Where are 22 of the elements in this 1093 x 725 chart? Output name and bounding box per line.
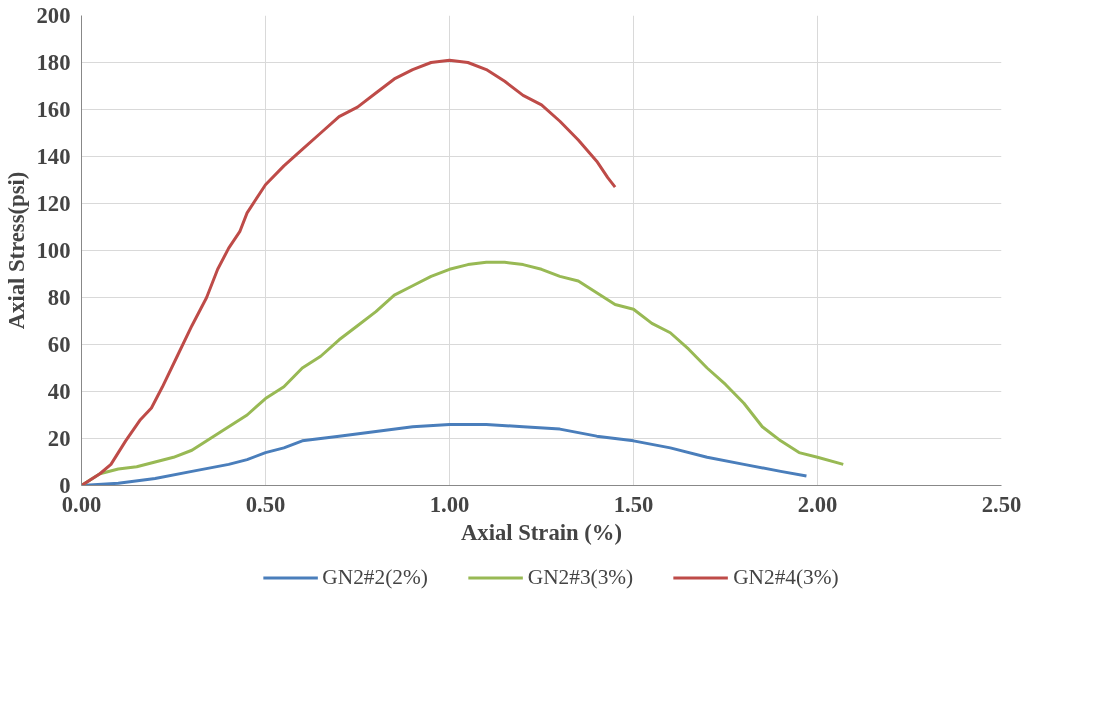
- line-series: [81, 58, 617, 486]
- x-axis-title: Axial Strain (%): [460, 519, 623, 545]
- y-tick-label: 200: [36, 3, 71, 28]
- y-tick-label: 60: [47, 332, 71, 357]
- x-tick-label: 2.50: [981, 491, 1022, 517]
- x-tick-label: 1.00: [429, 491, 470, 517]
- y-tick-label: 120: [36, 191, 71, 216]
- legend-label: GN2#4(3%): [733, 564, 839, 590]
- y-tick-label: 180: [36, 50, 71, 75]
- y-tick-label: 100: [36, 238, 71, 263]
- y-axis-title: Axial Stress(psi): [3, 171, 29, 330]
- y-tick-label: 80: [47, 285, 71, 310]
- x-tick-label: 0.50: [245, 491, 286, 517]
- y-tick-label: 160: [36, 97, 71, 122]
- y-tick-label: 20: [47, 426, 71, 451]
- y-tick-label: 140: [36, 144, 71, 169]
- legend-label: GN2#3(3%): [527, 564, 634, 590]
- y-tick-label: 0: [59, 473, 71, 498]
- x-tick-label: 2.00: [797, 491, 838, 517]
- legend-label: GN2#2(2%): [322, 564, 428, 590]
- y-tick-label: 40: [47, 379, 71, 404]
- x-tick-label: 1.50: [613, 491, 654, 517]
